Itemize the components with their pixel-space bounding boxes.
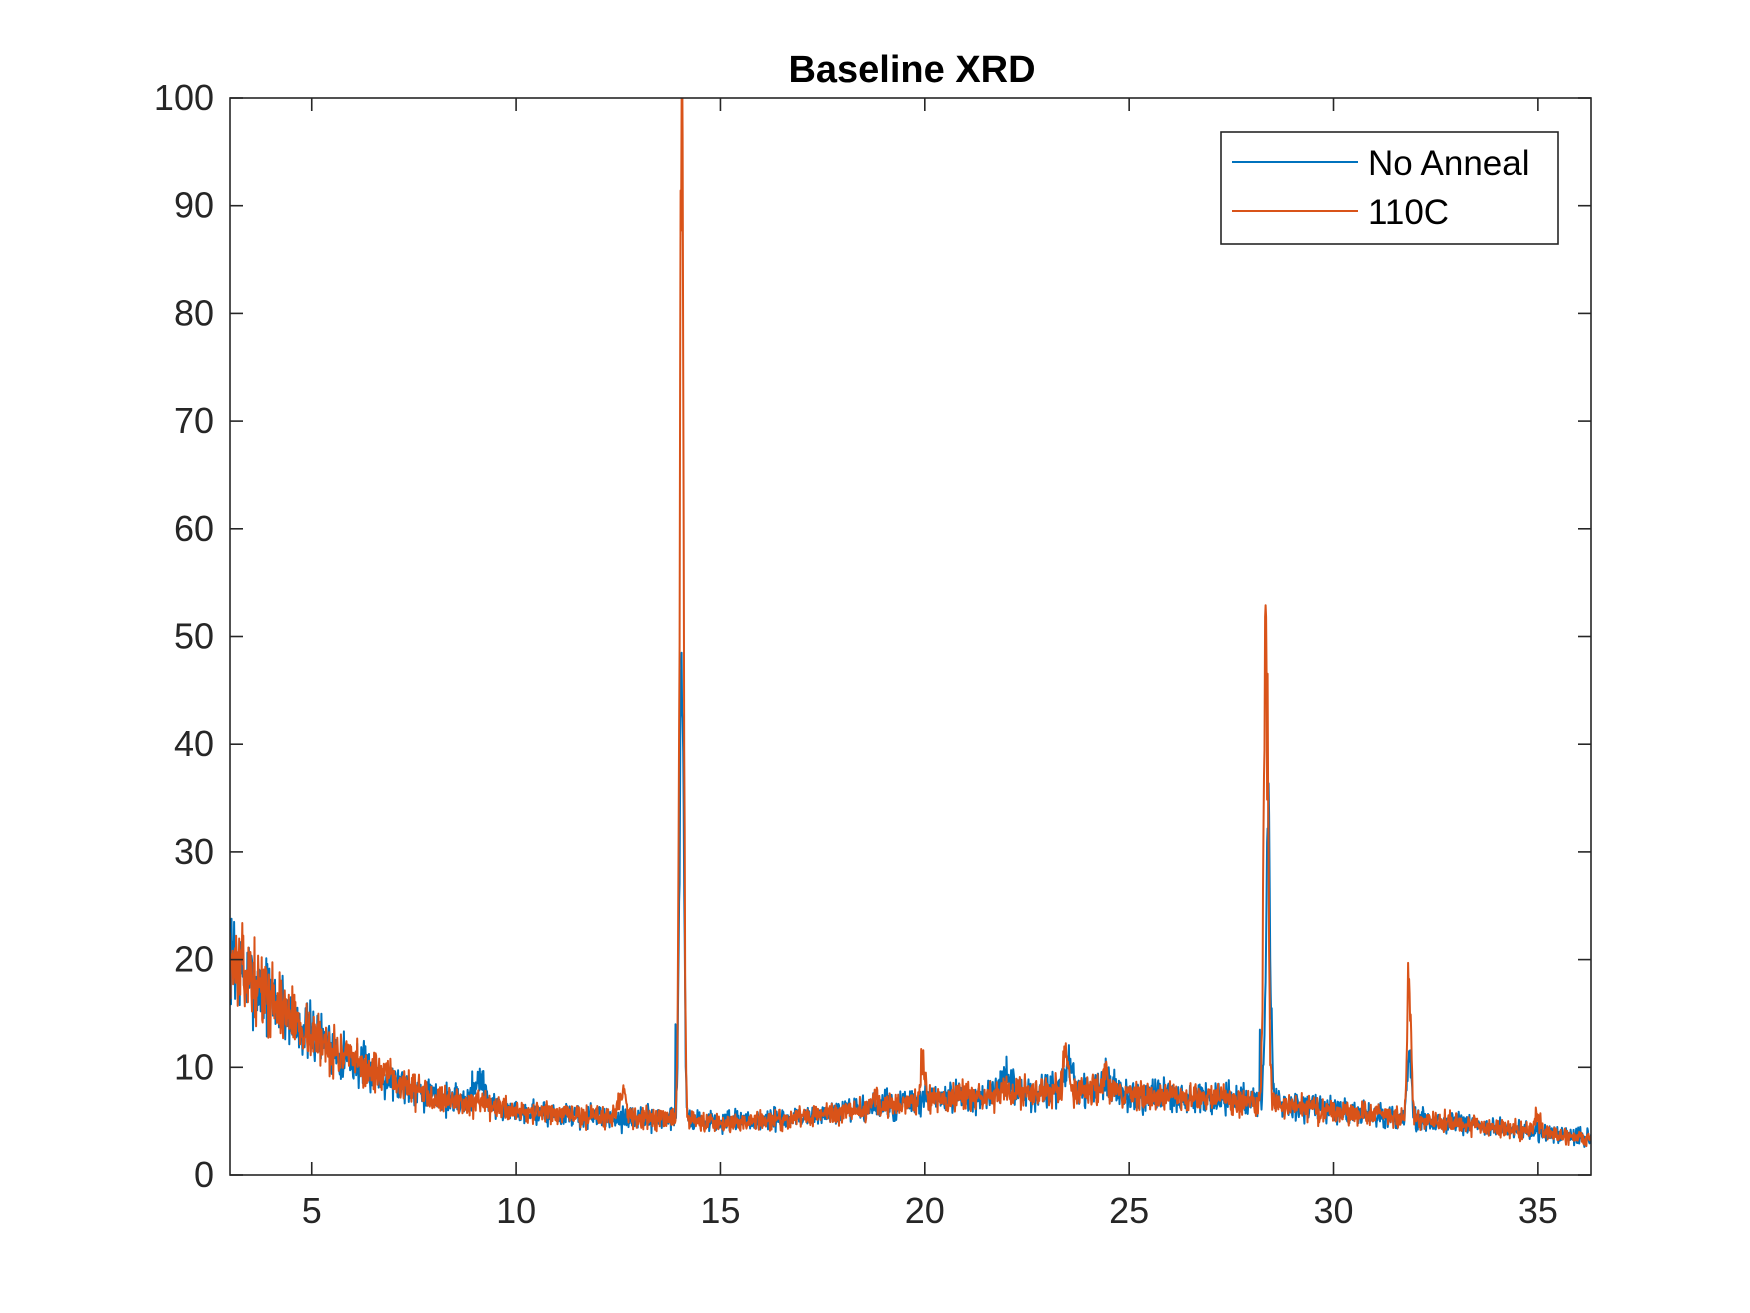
legend: No Anneal 110C <box>1220 131 1559 245</box>
x-tick-label: 5 <box>302 1190 322 1231</box>
y-tick-label: 90 <box>174 185 214 226</box>
y-tick-label: 100 <box>154 77 214 118</box>
series-line-110c <box>230 98 1591 1148</box>
x-tick-label: 30 <box>1313 1190 1353 1231</box>
x-tick-label: 15 <box>700 1190 740 1231</box>
y-tick-label: 20 <box>174 939 214 980</box>
x-tick-label: 10 <box>496 1190 536 1231</box>
legend-label-no-anneal: No Anneal <box>1368 144 1530 183</box>
legend-label-110c: 110C <box>1368 193 1449 232</box>
chart-title: Baseline XRD <box>788 49 1035 91</box>
axes-layer: 5 10 15 20 25 30 35 0 10 20 30 40 50 60 70 80 90 100 <box>154 77 1592 1231</box>
y-tick-label: 70 <box>174 400 214 441</box>
y-tick-label: 40 <box>174 723 214 764</box>
y-tick-label: 60 <box>174 508 214 549</box>
y-tick-label: 30 <box>174 831 214 872</box>
y-tick-label: 50 <box>174 616 214 657</box>
x-tick-label: 35 <box>1518 1190 1558 1231</box>
y-tick-label: 80 <box>174 292 214 333</box>
series-layer <box>230 98 1591 1148</box>
y-tick-label: 10 <box>174 1046 214 1087</box>
x-tick-label: 20 <box>905 1190 945 1231</box>
x-tick-label: 25 <box>1109 1190 1149 1231</box>
legend-box <box>1220 131 1559 245</box>
y-tick-label: 0 <box>194 1154 214 1195</box>
